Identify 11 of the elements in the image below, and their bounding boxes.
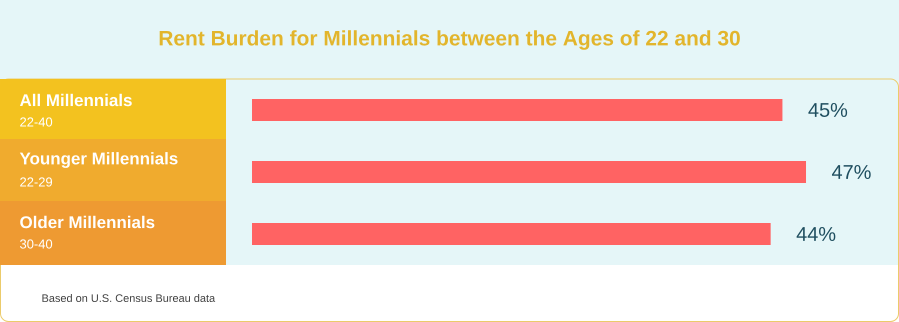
chart-title: Rent Burden for Millennials between the Ages of 22 and 30 [160, 30, 740, 50]
data-label: 45% [808, 102, 848, 118]
y-tick-label: Older Millennials [20, 216, 154, 228]
text: Based on U.S. Census Bureau data [42, 294, 216, 302]
text: 22-29 [20, 177, 52, 187]
y-tick-label: All Millennials [20, 94, 132, 106]
data-label: 47% [832, 165, 871, 179]
y-tick-label: Younger Millennials [20, 152, 178, 168]
data-label: 44% [796, 227, 836, 241]
text: 22-40 [20, 117, 52, 127]
text: 30-40 [20, 239, 52, 249]
